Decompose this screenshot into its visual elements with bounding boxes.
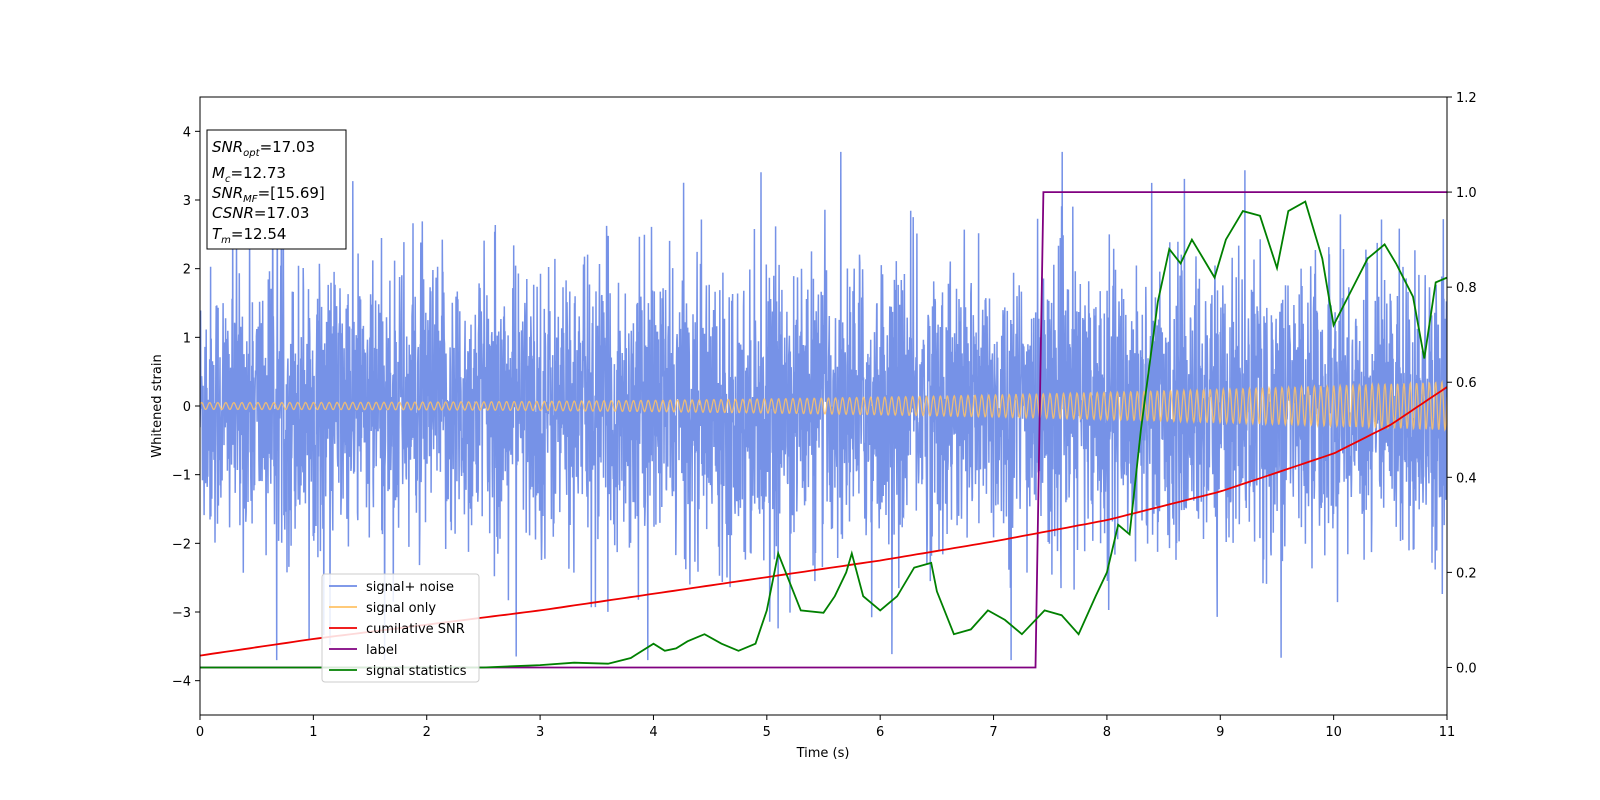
y2-tick-label: 0.4	[1456, 471, 1477, 486]
y2-tick-label: 0.6	[1456, 376, 1477, 391]
legend-label-cumulative-snr: cumilative SNR	[366, 622, 465, 637]
y-tick-label: 4	[183, 125, 191, 140]
info-box: SNRopt=17.03 Mc=12.73 SNRMF=[15.69] CSNR…	[206, 129, 347, 250]
x-tick-label: 7	[989, 725, 997, 740]
series-signal-only	[200, 379, 1447, 432]
y-axis-label: Whitened strain	[150, 354, 165, 457]
info-tm: Tm=12.54	[212, 225, 286, 246]
legend-label-signal-statistics: signal statistics	[366, 664, 467, 679]
info-box-frame	[206, 129, 347, 250]
x-tick-label: 9	[1216, 725, 1224, 740]
y-tick-label: 1	[183, 331, 191, 346]
x-tick-label: 8	[1103, 725, 1111, 740]
series-label	[200, 191, 1447, 669]
y-axis-left: 4 3 2 1 0 −1 −2 −3 −4	[172, 125, 200, 690]
x-tick-label: 5	[763, 725, 771, 740]
x-axis: 0 1 2 3 4 5 6 7 8 9 10 11	[196, 715, 1455, 740]
y-tick-label: 3	[183, 194, 191, 209]
y2-tick-label: 0.2	[1456, 566, 1477, 581]
series-signal-noise	[200, 151, 1447, 661]
y2-tick-label: 0.8	[1456, 281, 1477, 296]
x-tick-label: 6	[876, 725, 884, 740]
info-snr-mf: SNRMF=[15.69]	[212, 184, 325, 205]
x-tick-label: 10	[1325, 725, 1342, 740]
y-axis-right: 1.2 1.0 0.8 0.6 0.4 0.2 0.0	[1447, 91, 1477, 676]
legend-label-label: label	[366, 643, 397, 658]
x-tick-label: 4	[649, 725, 657, 740]
y2-tick-label: 1.2	[1456, 91, 1477, 106]
info-snr-opt: SNRopt=17.03	[212, 138, 315, 159]
series-signal-statistics	[200, 200, 1447, 669]
info-csnr: CSNR=17.03	[212, 204, 309, 222]
y-tick-label: −4	[172, 675, 191, 690]
x-axis-label: Time (s)	[796, 746, 850, 761]
x-tick-label: 0	[196, 725, 204, 740]
info-mc: Mc=12.73	[212, 164, 286, 185]
legend-label-signal-noise: signal+ noise	[366, 580, 454, 595]
x-tick-label: 3	[536, 725, 544, 740]
x-tick-label: 2	[423, 725, 431, 740]
y-tick-label: 2	[183, 263, 191, 278]
y-tick-label: 0	[183, 400, 191, 415]
y-tick-label: −3	[172, 606, 191, 621]
y2-tick-label: 1.0	[1456, 186, 1477, 201]
x-tick-label: 1	[309, 725, 317, 740]
y2-tick-label: 0.0	[1456, 661, 1477, 676]
y-tick-label: −2	[172, 537, 191, 552]
x-tick-label: 11	[1439, 725, 1456, 740]
y-tick-label: −1	[172, 469, 191, 484]
legend: signal+ noise signal only cumilative SNR…	[321, 573, 480, 683]
legend-frame	[321, 573, 480, 683]
legend-label-signal-only: signal only	[366, 601, 436, 616]
